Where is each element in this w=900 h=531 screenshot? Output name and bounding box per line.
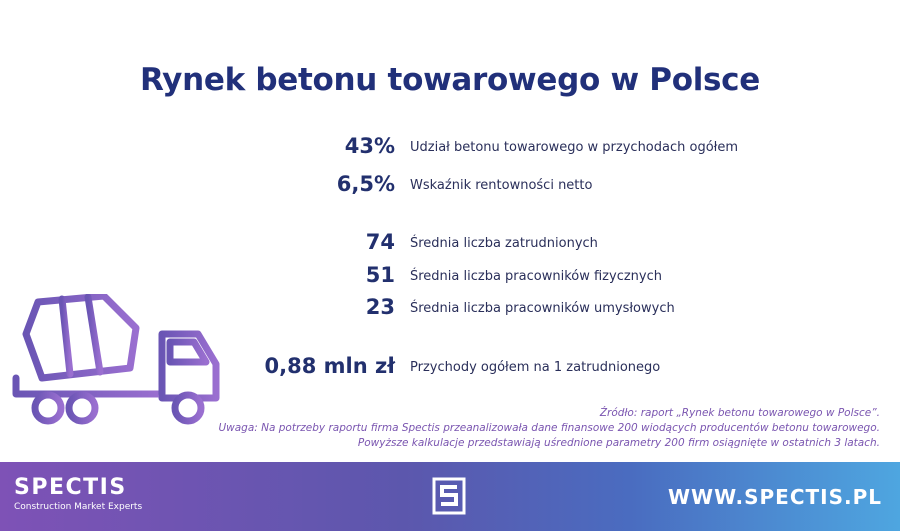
stat-value: 6,5% [336,172,395,196]
stat-value: 74 [365,230,395,254]
concrete-mixer-truck-icon [12,292,222,438]
stat-label: Średnia liczba zatrudnionych [410,236,598,251]
stat-value: 43% [344,134,395,158]
stat-value: 51 [365,263,395,287]
stat-row-profitability: 6,5% Wskaźnik rentowności netto [0,169,900,199]
stat-row-employees: 74 Średnia liczba zatrudnionych [0,227,900,257]
stat-row-revenue-per-employee: 0,88 mln zł Przychody ogółem na 1 zatrud… [0,351,900,381]
spectis-logo-wordmark: SPECTIS [14,475,127,500]
source-note: Źródło: raport „Rynek betonu towarowego … [599,407,880,419]
spectis-logo-tagline: Construction Market Experts [14,502,143,512]
website-link[interactable]: WWW.SPECTIS.PL [667,485,882,509]
stat-label: Średnia liczba pracowników umysłowych [410,301,675,316]
stat-row-market-share: 43% Udział betonu towarowego w przychoda… [0,131,900,161]
stat-row-physical-workers: 51 Średnia liczba pracowników fizycznych [0,260,900,290]
remark-note: Powyższe kalkulacje przedstawiają uśredn… [357,437,880,449]
stat-label: Wskaźnik rentowności netto [410,178,593,193]
notes-block: Źródło: raport „Rynek betonu towarowego … [218,406,880,451]
spectis-s-emblem-icon [432,477,466,519]
stat-label: Udział betonu towarowego w przychodach o… [410,140,739,155]
stat-value: 0,88 mln zł [264,354,395,378]
footer-bar: SPECTIS Construction Market Experts WWW.… [0,462,900,531]
page-title: Rynek betonu towarowego w Polsce [140,62,760,98]
stat-label: Przychody ogółem na 1 zatrudnionego [410,360,661,375]
stat-row-office-workers: 23 Średnia liczba pracowników umysłowych [0,292,900,322]
stat-value: 23 [365,295,395,319]
remark-note: Uwaga: Na potrzeby raportu firma Spectis… [218,422,880,434]
stat-label: Średnia liczba pracowników fizycznych [410,269,662,284]
